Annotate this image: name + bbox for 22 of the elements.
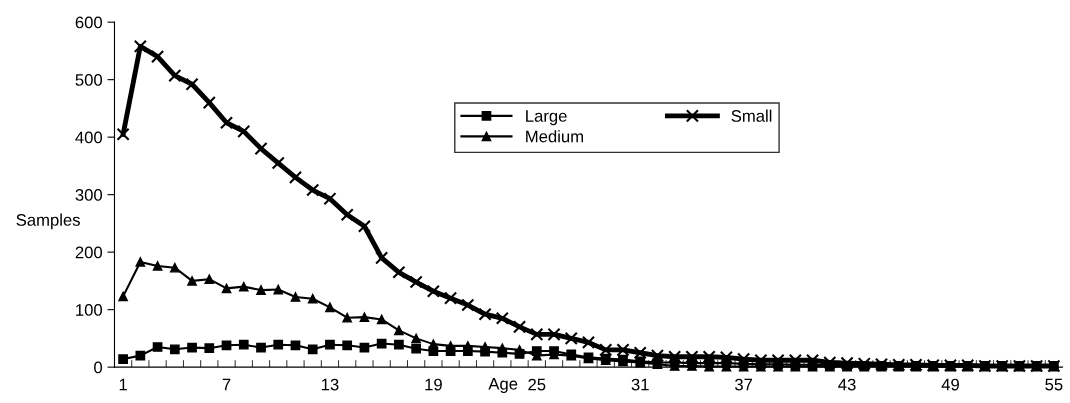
x-tick-label: 7 xyxy=(222,378,231,391)
y-tick-label: 300 xyxy=(75,189,103,201)
x-tick-label: 31 xyxy=(631,378,649,391)
x-tick-label: 43 xyxy=(838,378,856,391)
x-tick-label: 55 xyxy=(1045,378,1063,391)
x-tick-label: 37 xyxy=(735,378,753,391)
x-tick-label: 13 xyxy=(321,378,339,391)
y-tick-label: 100 xyxy=(76,304,103,316)
y-tick-label: 600 xyxy=(75,16,103,29)
x-tick-label: 49 xyxy=(941,378,959,391)
y-tick-label: 400 xyxy=(75,131,103,144)
y-axis-title: Samples xyxy=(16,213,80,230)
x-tick-label: 1 xyxy=(119,378,127,391)
legend-label: Small xyxy=(731,109,772,122)
x-axis-title: Age xyxy=(488,378,518,394)
y-tick-label: 0 xyxy=(94,361,103,374)
x-tick-label: 25 xyxy=(528,378,546,391)
y-tick-label: 200 xyxy=(75,246,103,259)
legend-label: Large xyxy=(526,110,567,126)
legend-label: Medium xyxy=(526,130,583,143)
x-tick-label: 19 xyxy=(425,378,442,391)
y-tick-label: 500 xyxy=(75,74,103,86)
